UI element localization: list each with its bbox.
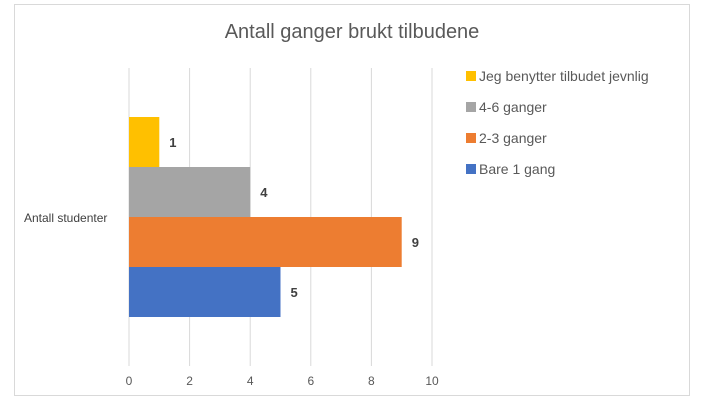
data-label: 5	[291, 285, 298, 300]
legend-swatch	[466, 102, 476, 112]
data-label: 9	[412, 235, 419, 250]
x-tick-label: 8	[368, 374, 375, 388]
x-tick-label: 10	[425, 374, 439, 388]
legend: Jeg benytter tilbudet jevnlig 4-6 ganger 2…	[466, 68, 649, 177]
legend-label: 2-3 ganger	[479, 130, 547, 146]
legend-label: 4-6 ganger	[479, 99, 547, 115]
bar	[129, 217, 402, 267]
bar	[129, 167, 251, 217]
x-tick-labels: 0 2 4 6 8 10	[126, 374, 439, 388]
legend-label: Bare 1 gang	[479, 161, 555, 177]
category-label: Antall studenter	[24, 211, 107, 225]
data-label: 4	[260, 185, 268, 200]
x-tick-label: 6	[307, 374, 314, 388]
x-tick-label: 4	[247, 374, 254, 388]
bar	[129, 117, 160, 167]
x-tick-label: 2	[186, 374, 193, 388]
x-tick-label: 0	[126, 374, 133, 388]
legend-swatch	[466, 164, 476, 174]
data-label: 1	[169, 135, 176, 150]
chart-frame	[14, 4, 690, 396]
bars: 1 4 9 5	[129, 117, 419, 317]
legend-label: Jeg benytter tilbudet jevnlig	[479, 68, 649, 84]
bar	[129, 267, 281, 317]
legend-swatch	[466, 71, 476, 81]
chart-title: Antall ganger brukt tilbudene	[225, 21, 480, 43]
legend-swatch	[466, 133, 476, 143]
